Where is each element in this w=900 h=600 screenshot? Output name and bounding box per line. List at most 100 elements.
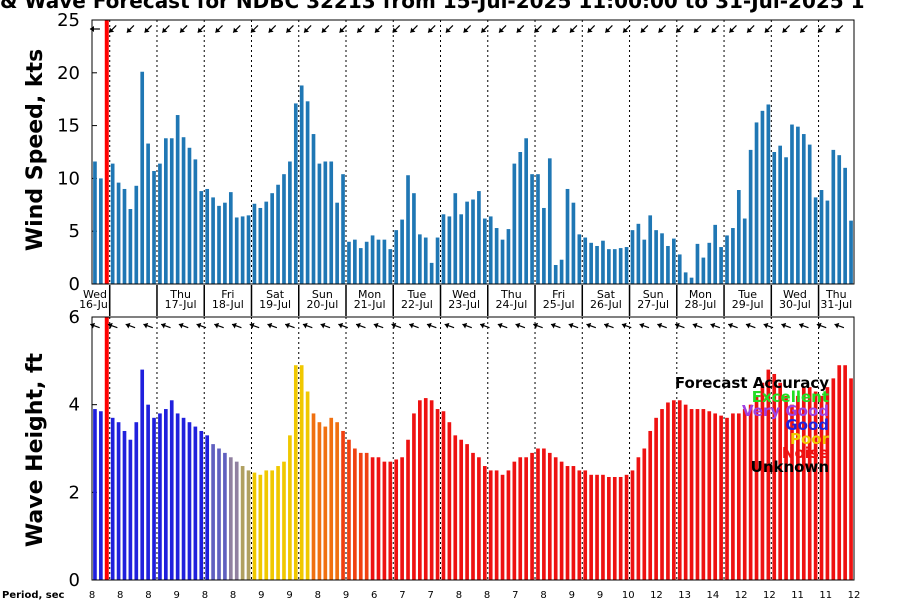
wave-direction-arrow [338, 322, 348, 329]
wind-direction-arrow [356, 25, 365, 33]
wind-bar [819, 190, 824, 284]
wave-bar [193, 426, 198, 580]
wind-bar [471, 199, 475, 284]
wind-bar [837, 155, 842, 284]
wind-bar [258, 207, 263, 284]
wave-bar [459, 439, 464, 580]
wind-direction-arrow [835, 25, 844, 33]
wave-bar [116, 422, 121, 580]
wind-bar [441, 214, 446, 284]
wave-bar [258, 474, 263, 580]
wind-bar [831, 149, 836, 284]
wind-bar [388, 249, 393, 284]
wind-direction-arrow [197, 25, 206, 33]
wind-bar [742, 218, 747, 284]
chart-title: & Wave Forecast for NDBC 32213 from 15-J… [0, 0, 865, 13]
wave-bar [418, 400, 422, 580]
day-dow: Fri [221, 288, 234, 301]
period-value: 7 [399, 590, 405, 600]
wave-bar [843, 365, 847, 580]
wind-bar [234, 217, 239, 284]
wave-bar [577, 470, 582, 580]
wind-bar [553, 264, 558, 284]
period-value: 12 [763, 590, 776, 600]
day-date: 27-Jul [637, 298, 669, 311]
wind-bar [731, 228, 735, 284]
wave-direction-arrow [550, 322, 561, 329]
wave-bar [695, 409, 700, 580]
wind-bar [400, 219, 404, 284]
period-value: 8 [484, 590, 490, 600]
wind-bar [305, 101, 310, 284]
wind-bar [429, 262, 434, 284]
wind-bar [140, 71, 145, 284]
wave-bar [382, 461, 387, 580]
day-date: 23-Jul [448, 298, 480, 311]
wind-bar [784, 157, 788, 284]
wave-bar [477, 457, 481, 580]
wave-direction-arrow [515, 322, 526, 329]
wave-bar [447, 422, 452, 580]
wave-bar [122, 430, 127, 580]
period-value: 9 [258, 590, 264, 600]
wind-bar [618, 248, 623, 284]
wind-bar [683, 272, 688, 284]
wind-bar [323, 161, 328, 284]
wave-direction-arrow [745, 322, 756, 329]
wave-bar [707, 411, 712, 580]
wind-bar [370, 235, 375, 284]
wind-bar [223, 202, 227, 284]
wind-bar [565, 188, 570, 284]
wave-direction-arrow [710, 322, 721, 329]
wave-bar [748, 404, 753, 580]
wind-direction-arrow [232, 25, 241, 33]
wind-direction-arrow [480, 25, 489, 33]
wind-direction-arrow [409, 25, 418, 33]
wave-direction-arrow [444, 322, 455, 329]
wave-direction-arrow [107, 322, 118, 329]
legend-item: Noise [782, 444, 829, 462]
wind-bar [707, 242, 712, 284]
wind-bar [358, 248, 363, 284]
wind-direction-arrow [516, 25, 525, 33]
wind-bar [642, 239, 647, 284]
wave-bar [754, 395, 759, 580]
wind-bar [778, 145, 782, 284]
day-dow: Wed [452, 288, 476, 301]
wind-bar [364, 241, 369, 284]
wind-direction-arrow [622, 25, 631, 33]
wind-bar [228, 192, 233, 284]
wave-bar [376, 457, 381, 580]
wind-direction-arrow [675, 25, 684, 33]
wind-bar [199, 191, 204, 284]
period-value: 8 [202, 590, 208, 600]
wind-bar [465, 201, 469, 284]
wave-bar [742, 409, 747, 580]
wind-bar [394, 230, 399, 284]
wave-bar [441, 411, 446, 580]
day-date: 25-Jul [543, 298, 575, 311]
wave-bar [807, 387, 812, 580]
wave-bar [618, 476, 623, 580]
wave-direction-arrow [834, 322, 845, 329]
wave-y-ticks: 0 2 4 6 [69, 307, 97, 591]
wave-bar [93, 409, 97, 580]
wave-bar [181, 417, 186, 580]
period-value: 10 [622, 590, 635, 600]
wave-direction-arrow [674, 322, 685, 329]
wave-bar [211, 444, 215, 580]
wind-direction-arrows [89, 25, 844, 33]
wind-y-ticks: 0 5 10 15 20 25 [57, 10, 97, 295]
wave-bar [264, 470, 269, 580]
period-value: 6 [371, 590, 377, 600]
wave-bar [595, 474, 599, 580]
wave-bar [547, 452, 552, 580]
wind-bar [719, 247, 723, 284]
wave-bar [164, 409, 168, 580]
period-value: 12 [848, 590, 861, 600]
wind-bar [252, 203, 257, 284]
wave-bar [252, 472, 257, 580]
wave-bar [713, 413, 718, 580]
wave-ytick-label: 2 [69, 482, 80, 503]
wind-bar [347, 241, 351, 284]
